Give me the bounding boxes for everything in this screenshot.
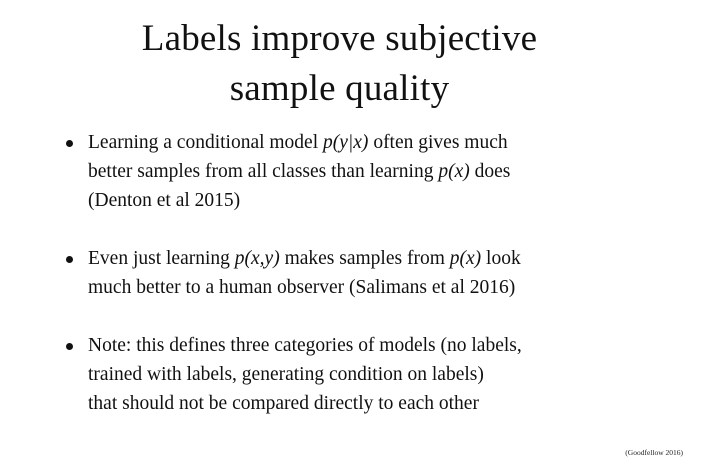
bullet-dot-icon	[66, 140, 73, 147]
bullet-line: (Denton et al 2015)	[88, 186, 684, 215]
slide-title-line-1: Labels improve subjective	[141, 18, 538, 59]
bullet-text: does	[469, 161, 511, 182]
bullet-text: trained with labels, generating conditio…	[88, 364, 484, 385]
bullet-item: Learning a conditional model p(y|x) ofte…	[64, 128, 684, 215]
bullet-text: look	[481, 248, 521, 269]
bullet-text: makes samples from	[279, 248, 450, 269]
bullet-text: Note: this defines three categories of m…	[88, 335, 522, 356]
bullet-item: Note: this defines three categories of m…	[64, 331, 684, 418]
bullet-line: Even just learning p(x,y) makes samples …	[88, 244, 684, 273]
bullet-dot-icon	[66, 343, 73, 350]
bullet-text: (Denton et al 2015)	[88, 190, 241, 211]
bullet-text: better samples from all classes than lea…	[88, 161, 439, 182]
bullet-line: much better to a human observer (Saliman…	[88, 273, 684, 302]
bullet-text: Even just learning	[88, 248, 235, 269]
bullet-list: Learning a conditional model p(y|x) ofte…	[64, 128, 684, 418]
bullet-line: that should not be compared directly to …	[88, 389, 684, 418]
bullet-text: much better to a human observer (Saliman…	[88, 277, 516, 298]
bullet-text: that should not be compared directly to …	[88, 393, 479, 414]
bullet-text: Learning a conditional model	[88, 132, 324, 153]
math-expression: p(x)	[438, 161, 470, 182]
bullet-item: Even just learning p(x,y) makes samples …	[64, 244, 684, 302]
math-expression: p(x,y)	[234, 248, 280, 269]
citation: (Goodfellow 2016)	[625, 448, 683, 457]
bullet-line: Note: this defines three categories of m…	[88, 331, 684, 360]
bullet-line: Learning a conditional model p(y|x) ofte…	[88, 128, 684, 157]
math-expression: p(x)	[449, 248, 482, 269]
bullet-line: trained with labels, generating conditio…	[88, 360, 684, 389]
slide-title-line-2: sample quality	[229, 68, 450, 109]
bullet-text: often gives much	[368, 132, 508, 153]
bullet-dot-icon	[66, 256, 73, 263]
math-expression: p(y|x)	[323, 132, 369, 153]
slide-title: Labels improve subjective sample quality	[0, 14, 679, 114]
bullet-line: better samples from all classes than lea…	[88, 157, 684, 186]
